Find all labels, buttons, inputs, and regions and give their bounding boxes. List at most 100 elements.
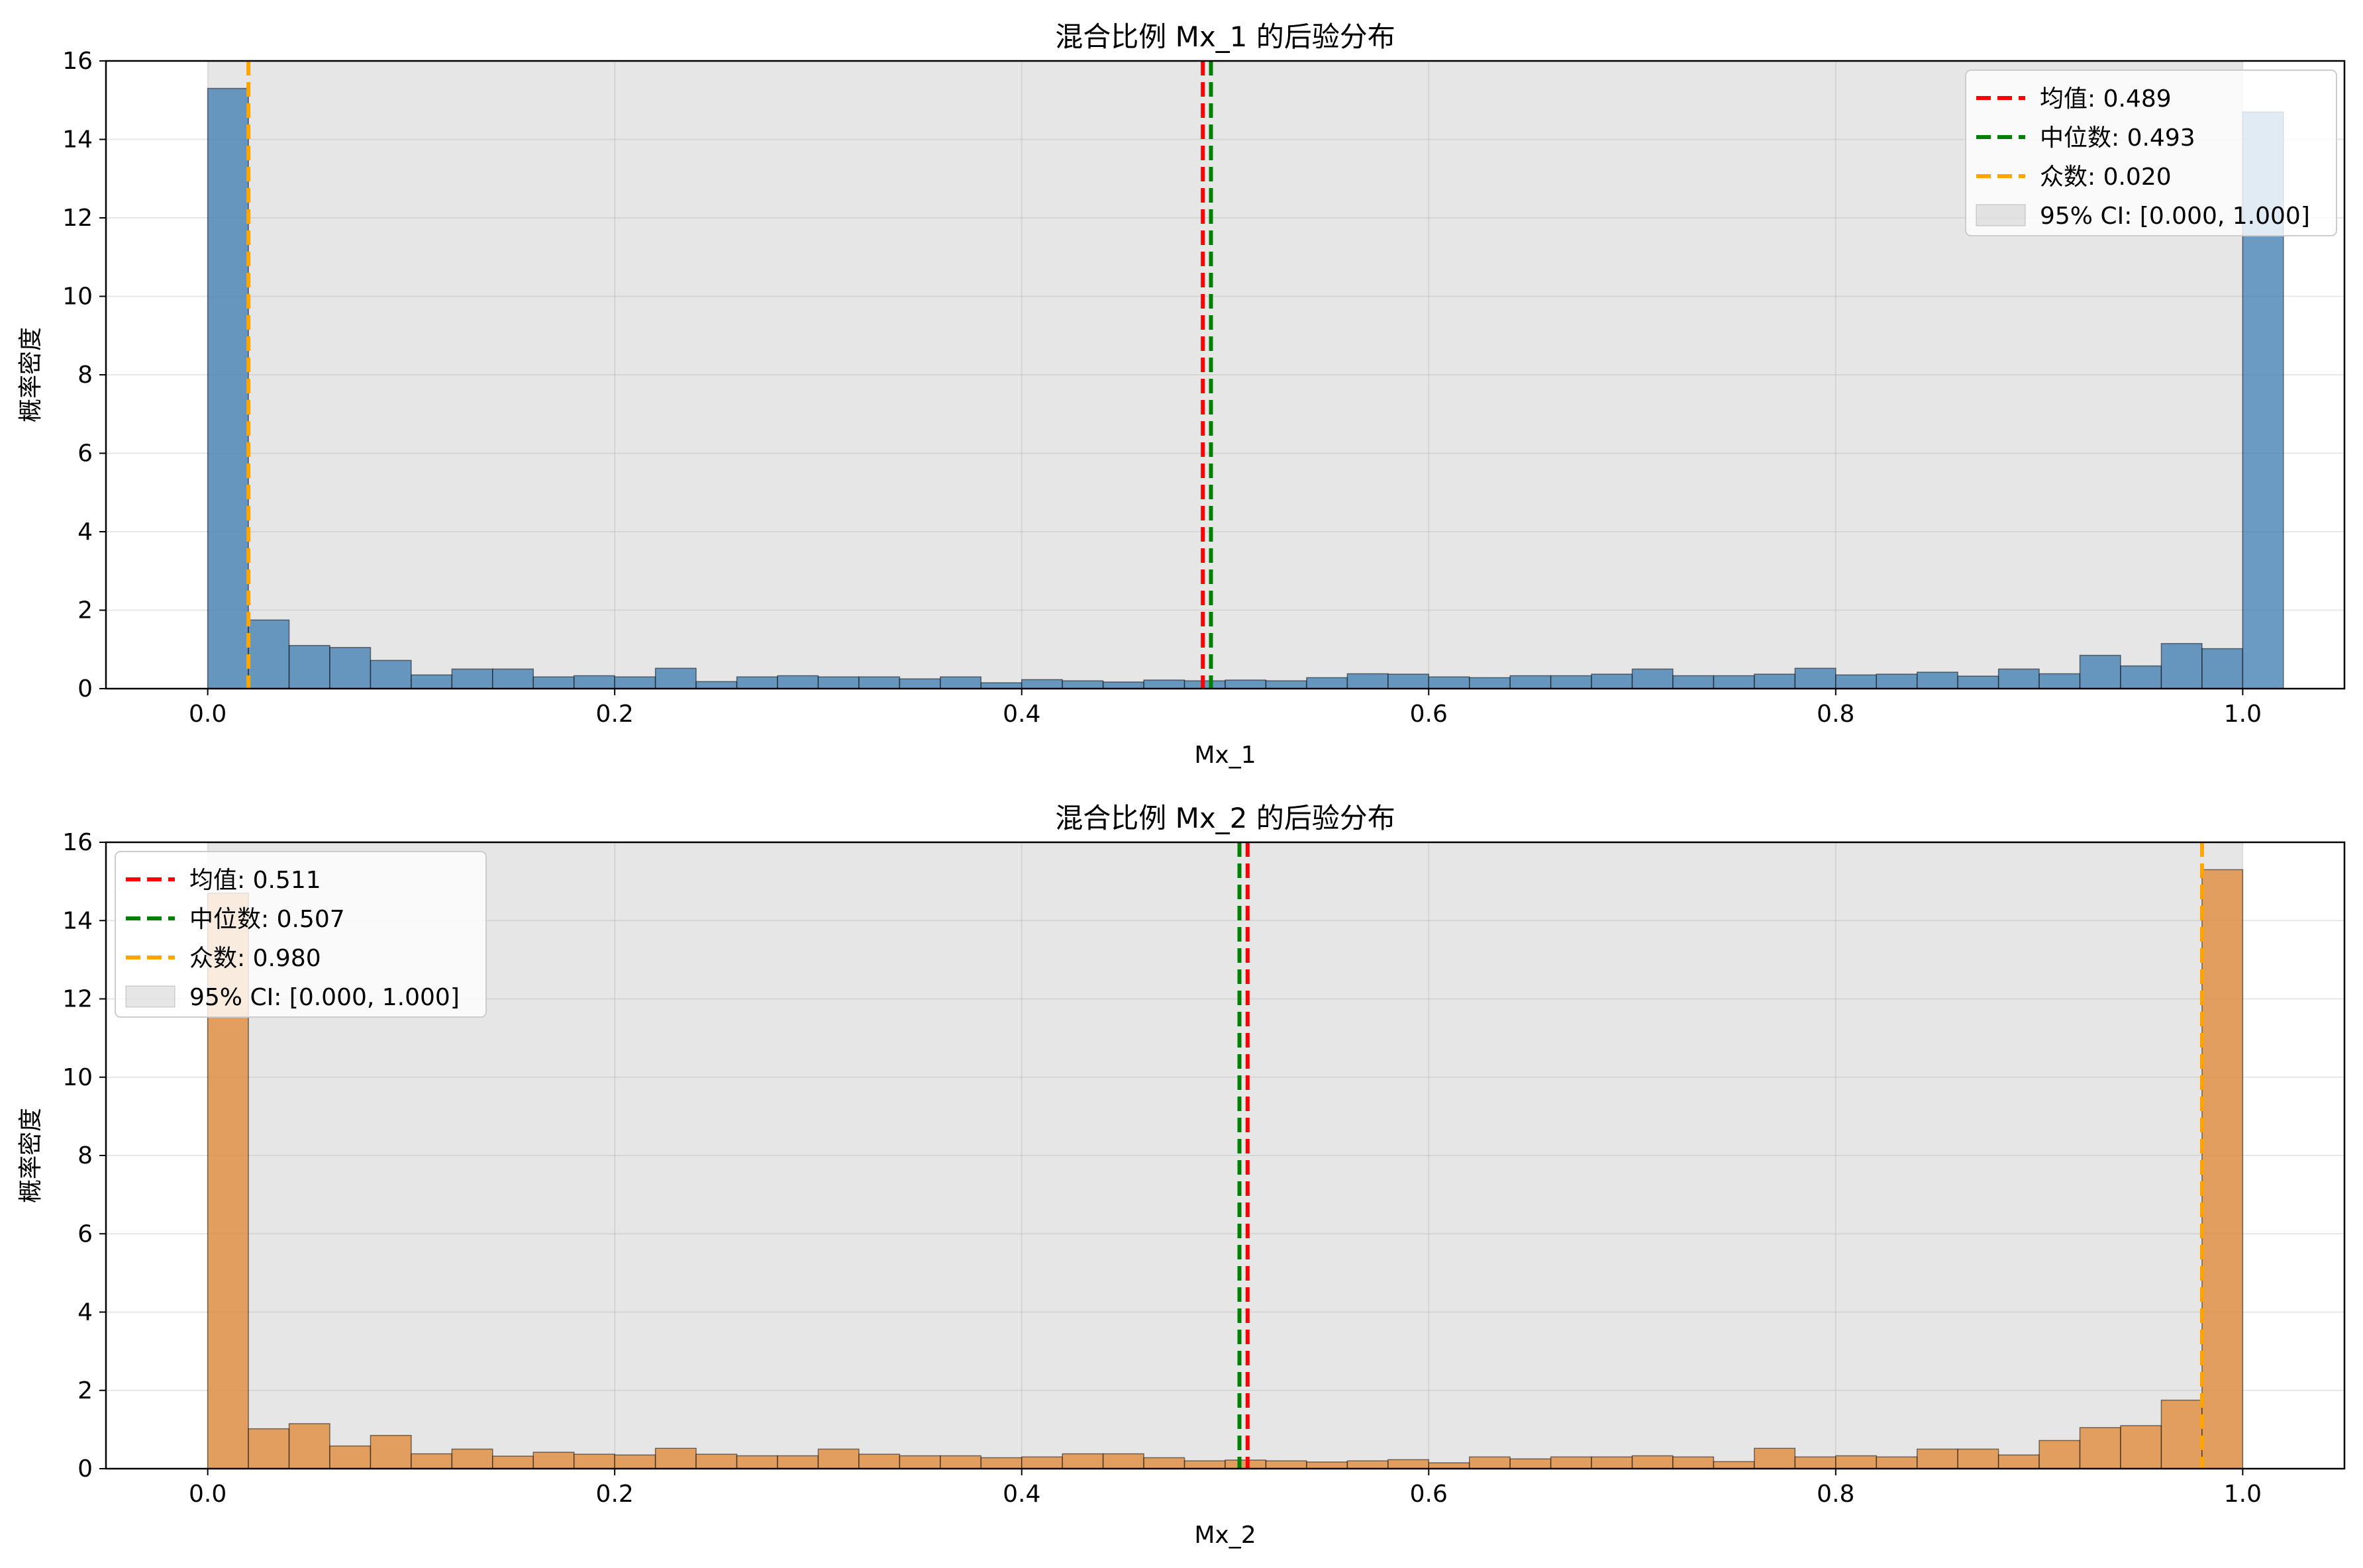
x-axis-label: Mx_2 — [1194, 1522, 1256, 1549]
histogram-bar — [2038, 1440, 2081, 1469]
x-tick-label: 0.6 — [1410, 701, 1448, 728]
y-tick-label: 4 — [77, 1299, 93, 1326]
histogram-bar — [1957, 1448, 1999, 1469]
chart-title: 混合比例 Mx_1 的后验分布 — [1055, 21, 1395, 53]
histogram-bar — [370, 660, 412, 689]
histogram-bar — [288, 1423, 330, 1469]
histogram-bar — [1021, 679, 1063, 689]
histogram-bar — [1550, 675, 1592, 689]
histogram-bar — [1957, 675, 1999, 689]
y-tick-label: 4 — [77, 518, 93, 546]
histogram-bar — [1468, 1456, 1511, 1469]
histogram-bar — [248, 619, 290, 689]
ci-band — [207, 842, 2243, 1469]
histogram-bar — [1997, 668, 2040, 689]
chart-panel-2: 0.0 0.2 0.4 0.6 0.8 1.0 0 2 4 6 8 10 12 14 16 混合比例 Mx_2… — [17, 802, 2346, 1549]
histogram-bar — [2160, 1399, 2203, 1469]
y-tick-label: 12 — [62, 205, 93, 232]
histogram-bar — [573, 1453, 615, 1469]
histogram-bar — [654, 667, 697, 689]
x-tick-label: 1.0 — [2224, 701, 2262, 728]
histogram-bar — [777, 675, 819, 689]
histogram-bar — [1713, 1461, 1755, 1469]
histogram-bar — [1062, 680, 1104, 689]
histogram-bar — [1509, 1458, 1552, 1469]
chart-title: 混合比例 Mx_2 的后验分布 — [1055, 802, 1395, 834]
y-tick-label: 8 — [77, 1142, 93, 1169]
histogram-bar — [817, 1448, 860, 1469]
y-axis-label: 概率密度 — [17, 1108, 44, 1203]
histogram-bar — [1143, 1457, 1185, 1469]
x-tick-label: 0.6 — [1410, 1481, 1448, 1508]
histogram-bar — [1754, 1447, 1796, 1469]
histogram-bar — [1672, 1456, 1715, 1469]
legend-label: 95% CI: [0.000, 1.000] — [2040, 203, 2310, 230]
histogram-bar — [940, 676, 982, 689]
histogram-bar — [1062, 1453, 1104, 1469]
y-tick-label: 14 — [62, 907, 93, 934]
histogram-bar — [980, 682, 1023, 689]
histogram-bar — [1916, 671, 1958, 689]
histogram-bar — [736, 1455, 778, 1469]
histogram-bar — [1102, 1453, 1144, 1469]
histogram-bar — [1102, 681, 1144, 689]
histogram-bar — [980, 1457, 1023, 1469]
histogram-bar — [1265, 680, 1307, 689]
histogram-bar — [1225, 1459, 1267, 1469]
legend-label: 众数: 0.020 — [2040, 164, 2172, 191]
y-tick-label: 10 — [62, 283, 93, 311]
y-tick-label: 16 — [62, 48, 93, 75]
histogram-bar — [1346, 673, 1389, 689]
histogram-bar — [1346, 1460, 1389, 1469]
histogram-bar — [1591, 673, 1633, 689]
histogram-bar — [1835, 1455, 1878, 1469]
histogram-bar — [370, 1434, 412, 1469]
legend-label: 均值: 0.511 — [189, 867, 321, 894]
histogram-bar — [1876, 673, 1918, 689]
histogram-bar — [736, 676, 778, 689]
y-tick-label: 0 — [77, 675, 93, 703]
histogram-bar — [492, 1455, 534, 1469]
y-tick-label: 8 — [77, 362, 93, 389]
histogram-bar — [1265, 1460, 1307, 1469]
histogram-bar — [532, 1451, 575, 1469]
legend-label: 中位数: 0.507 — [189, 906, 345, 933]
histogram-bar — [940, 1455, 982, 1469]
histogram-bar — [2079, 1427, 2121, 1469]
histogram-bar — [492, 668, 534, 689]
x-axis-label: Mx_1 — [1194, 742, 1256, 769]
histogram-bar — [899, 1455, 941, 1469]
histogram-bar — [248, 1428, 290, 1469]
histogram-bar — [614, 676, 656, 689]
legend-label: 均值: 0.489 — [2040, 85, 2172, 113]
legend-label: 中位数: 0.493 — [2040, 124, 2195, 152]
histogram-bar — [451, 1448, 493, 1469]
y-tick-label: 10 — [62, 1064, 93, 1091]
x-tick-label: 0.8 — [1817, 701, 1854, 728]
histogram-bar — [532, 676, 575, 689]
histogram-bar — [2120, 665, 2162, 689]
x-tick-label: 0.4 — [1003, 701, 1040, 728]
histogram-bar — [2038, 673, 2081, 689]
x-tick-label: 1.0 — [2224, 1481, 2262, 1508]
histogram-bar — [1713, 675, 1755, 689]
y-axis-label: 概率密度 — [17, 327, 44, 422]
histogram-bar — [1672, 675, 1715, 689]
histogram-bar — [654, 1447, 697, 1469]
ci-band — [207, 61, 2243, 689]
histogram-bar — [1468, 677, 1511, 689]
y-tick-label: 0 — [77, 1455, 93, 1483]
histogram-bar — [777, 1455, 819, 1469]
histogram-bar — [1183, 680, 1226, 689]
legend-label: 众数: 0.980 — [189, 945, 321, 972]
histogram-bar — [858, 676, 901, 689]
x-tick-label: 0.8 — [1817, 1481, 1854, 1508]
histogram-bar — [1387, 673, 1430, 689]
histogram-bar — [1509, 675, 1552, 689]
legend-box — [1965, 70, 2337, 236]
legend-swatch — [125, 985, 176, 1008]
histogram-bar — [2201, 648, 2244, 689]
histogram-bar — [2160, 643, 2203, 689]
histogram-bar — [1916, 1448, 1958, 1469]
histogram-bar — [1183, 1460, 1226, 1469]
